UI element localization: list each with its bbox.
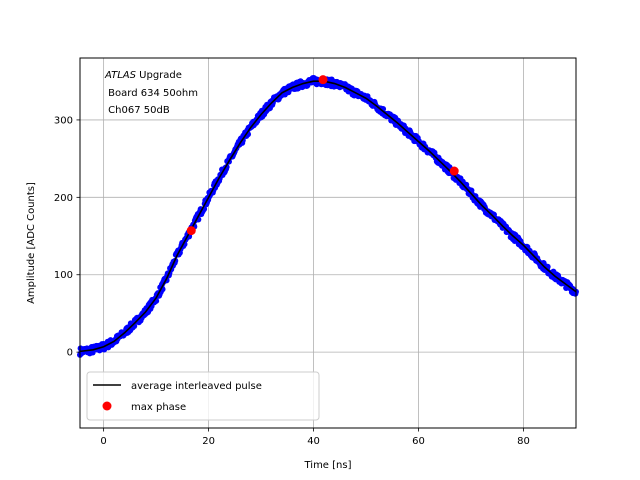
x-tick-label: 0: [100, 436, 106, 447]
x-tick-label: 60: [412, 436, 425, 447]
y-tick-label: 100: [54, 270, 73, 281]
x-tick-label: 80: [517, 436, 530, 447]
x-tick-label: 20: [202, 436, 215, 447]
x-tick-label: 40: [307, 436, 320, 447]
board-annotation: Board 634 50ohm: [105, 88, 198, 99]
plot-frame: [79, 57, 577, 429]
legend: average interleaved pulse max phase: [86, 371, 320, 421]
average-pulse-line: [79, 80, 577, 353]
max-phase-layer: [186, 75, 459, 236]
y-tick-label: 0: [67, 348, 73, 359]
y-axis-label: Amplitude [ADC Counts]: [26, 182, 37, 304]
channel-annotation: Ch067 50dB: [105, 105, 170, 116]
max-phase-point: [449, 166, 459, 176]
legend-entry-average: average interleaved pulse: [131, 381, 262, 392]
max-phase-point: [318, 75, 328, 85]
upgrade-label: Upgrade: [136, 70, 182, 81]
atlas-annotation: ATLAS Upgrade: [104, 70, 182, 81]
average-pulse-layer: [79, 80, 577, 353]
x-axis-label: Time [ns]: [303, 460, 351, 471]
y-tick-label: 300: [54, 115, 73, 126]
legend-marker-swatch: [102, 401, 112, 411]
y-tick-label: 200: [54, 193, 73, 204]
atlas-label: ATLAS: [104, 70, 137, 81]
grid: [80, 58, 576, 428]
axis-ticks: 0 20 40 60 80 0 100 200 300: [54, 115, 530, 447]
legend-entry-max-phase: max phase: [131, 402, 186, 413]
legend-box: [86, 371, 320, 421]
max-phase-point: [186, 226, 196, 236]
